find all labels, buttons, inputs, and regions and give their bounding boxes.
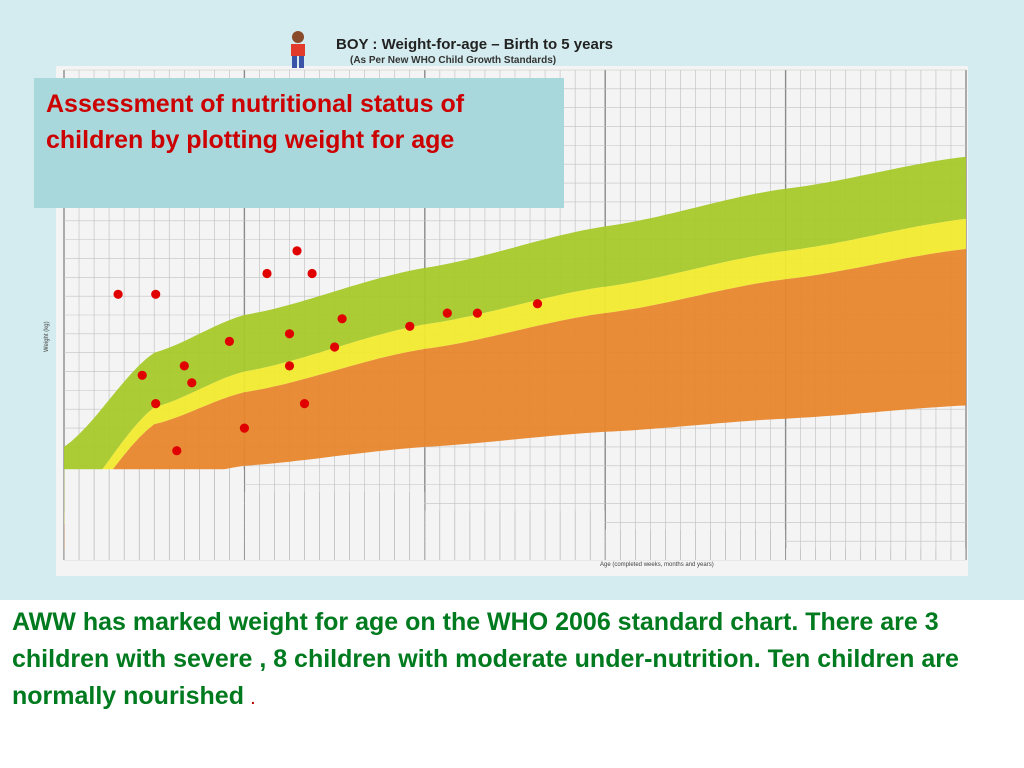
child-point bbox=[187, 378, 197, 388]
caption-trailing-period: . bbox=[250, 691, 255, 707]
chart-subtitle: (As Per New WHO Child Growth Standards) bbox=[350, 55, 556, 66]
child-point bbox=[442, 308, 452, 318]
band-severe bbox=[64, 249, 966, 551]
child-point bbox=[337, 314, 347, 324]
child-point bbox=[532, 299, 543, 309]
child-point bbox=[307, 268, 317, 279]
y-axis-label: Weight (kg) bbox=[44, 321, 50, 352]
child-points bbox=[113, 246, 543, 456]
band-normal bbox=[64, 156, 966, 513]
band-moderate bbox=[64, 218, 966, 525]
child-point bbox=[179, 361, 189, 371]
x-axis-label: Age (completed weeks, months and years) bbox=[600, 562, 714, 568]
child-point bbox=[284, 361, 295, 371]
caption: AWW has marked weight for age on the WHO… bbox=[12, 604, 1012, 718]
child-point bbox=[239, 423, 249, 433]
child-point bbox=[113, 289, 123, 299]
overlay-title: Assessment of nutritional status of chil… bbox=[46, 90, 465, 154]
child-point bbox=[299, 399, 310, 409]
child-point bbox=[224, 336, 234, 346]
child-point bbox=[151, 289, 161, 299]
child-point bbox=[405, 321, 415, 331]
child-point bbox=[151, 399, 161, 409]
child-point bbox=[472, 308, 482, 318]
boy-icon bbox=[291, 31, 305, 68]
age-steps bbox=[63, 469, 966, 560]
child-point bbox=[172, 446, 182, 456]
child-point bbox=[330, 342, 340, 352]
chart-title: BOY : Weight-for-age – Birth to 5 years bbox=[336, 36, 613, 53]
child-point bbox=[284, 329, 295, 339]
child-point bbox=[262, 268, 272, 279]
caption-text: AWW has marked weight for age on the WHO… bbox=[12, 608, 959, 710]
overlay-box: Assessment of nutritional status of chil… bbox=[34, 78, 564, 208]
growth-bands bbox=[64, 156, 966, 551]
child-point bbox=[292, 246, 302, 256]
child-point bbox=[137, 370, 147, 380]
